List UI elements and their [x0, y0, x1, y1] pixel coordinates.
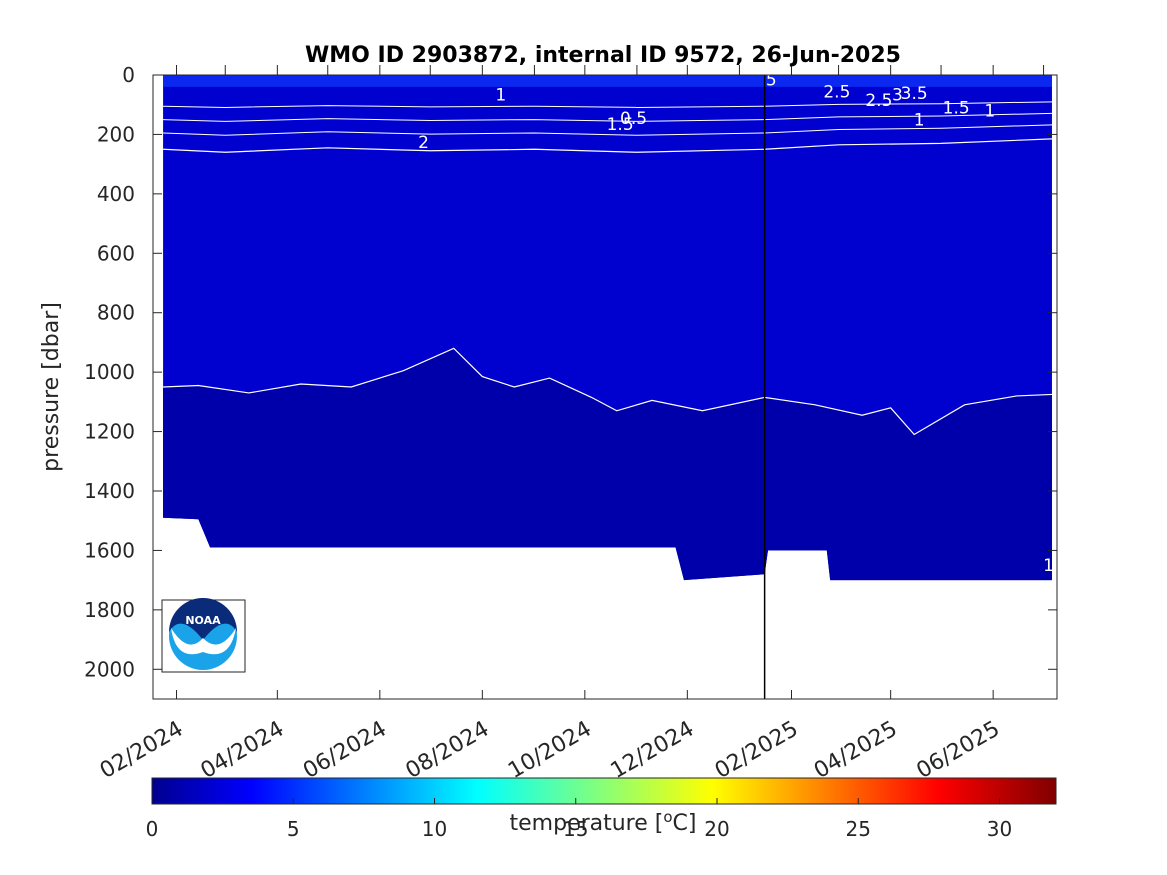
logo-dark-top: [169, 598, 237, 640]
x-tick-label: 10/2024: [504, 717, 596, 784]
x-tick-label: 02/2025: [711, 717, 803, 784]
x-tick-label: 06/2025: [912, 717, 1004, 784]
chart-title: WMO ID 2903872, internal ID 9572, 26-Jun…: [305, 43, 901, 68]
y-tick-label: 800: [97, 301, 135, 325]
x-tick-label: 04/2024: [197, 717, 289, 784]
colorbar-ticks: 0 5 10 15 20 25 30: [146, 798, 1012, 841]
contour-label: 3: [892, 85, 903, 105]
near-surface-contours: [163, 101, 1052, 136]
colorbar-tick-label: 5: [287, 817, 300, 841]
logo-bird-icon: [171, 628, 236, 655]
near-surface-contour-3: [163, 124, 1052, 136]
y-tick-label: 2000: [84, 657, 135, 681]
contour-label: 0.5: [620, 109, 647, 129]
y-tick-label: 1800: [84, 598, 135, 622]
x-tick-label: 06/2024: [299, 717, 391, 784]
contour-label: 3.5: [901, 84, 928, 104]
colorbar-tick-label: 30: [987, 817, 1012, 841]
axes-frame: [152, 74, 1058, 700]
y-axis: 0 200 400 600 800 1000 1200 1400 1600 1800 2000: [84, 63, 1057, 681]
y-tick-label: 200: [97, 122, 135, 146]
x-tick-label: 08/2024: [402, 717, 494, 784]
contour-label: 2: [418, 133, 429, 153]
x-tick-label: 12/2024: [607, 717, 699, 784]
y-tick-label: 0: [122, 63, 135, 87]
y-tick-label: 1400: [84, 479, 135, 503]
logo-text: NOAA: [185, 614, 221, 627]
contour-label: 1: [914, 111, 925, 131]
colorbar-tick-label: 25: [846, 817, 871, 841]
x-tick-label: 04/2025: [810, 717, 902, 784]
y-tick-label: 1000: [84, 360, 135, 384]
colorbar-tick-label: 15: [563, 817, 588, 841]
contour-label: 2.5: [865, 91, 892, 111]
colorbar: [151, 777, 1057, 805]
deep-water-fill: [163, 348, 1052, 581]
y-axis-label: pressure [dbar]: [39, 302, 64, 472]
isotherm-deep-line: [163, 347, 1052, 436]
plot-area: 121.50.552.5 2.5 33.51.5 111: [163, 70, 1054, 699]
colorbar-tick-label: 0: [146, 817, 159, 841]
colorbar-tick-label: 10: [422, 817, 447, 841]
contour-labels: 121.50.552.5 2.5 33.51.5 111: [418, 70, 1054, 576]
y-tick-label: 1200: [84, 420, 135, 444]
contour-label: 1.5: [943, 99, 970, 119]
y-tick-label: 600: [97, 241, 135, 265]
contour-label: 1: [1043, 556, 1054, 576]
colorbar-tick-label: 20: [704, 817, 729, 841]
noaa-logo: NOAA: [161, 598, 246, 673]
contour-label: 1: [495, 85, 506, 105]
surface-water-fill: [163, 75, 1052, 87]
x-tick-label: 02/2024: [96, 717, 188, 784]
y-tick-label: 400: [97, 182, 135, 206]
near-surface-contour-1: [163, 101, 1052, 108]
contour-label: 1: [984, 102, 995, 122]
isotherm-thermocline-line: [163, 138, 1052, 153]
contour-label: 5: [766, 70, 777, 90]
contour-label: 2.5: [823, 82, 850, 102]
y-tick-label: 1600: [84, 538, 135, 562]
colorbar-label: temperature [oC]: [509, 808, 696, 836]
contour-label: 1.5: [607, 115, 634, 135]
near-surface-contour-2: [163, 112, 1052, 122]
